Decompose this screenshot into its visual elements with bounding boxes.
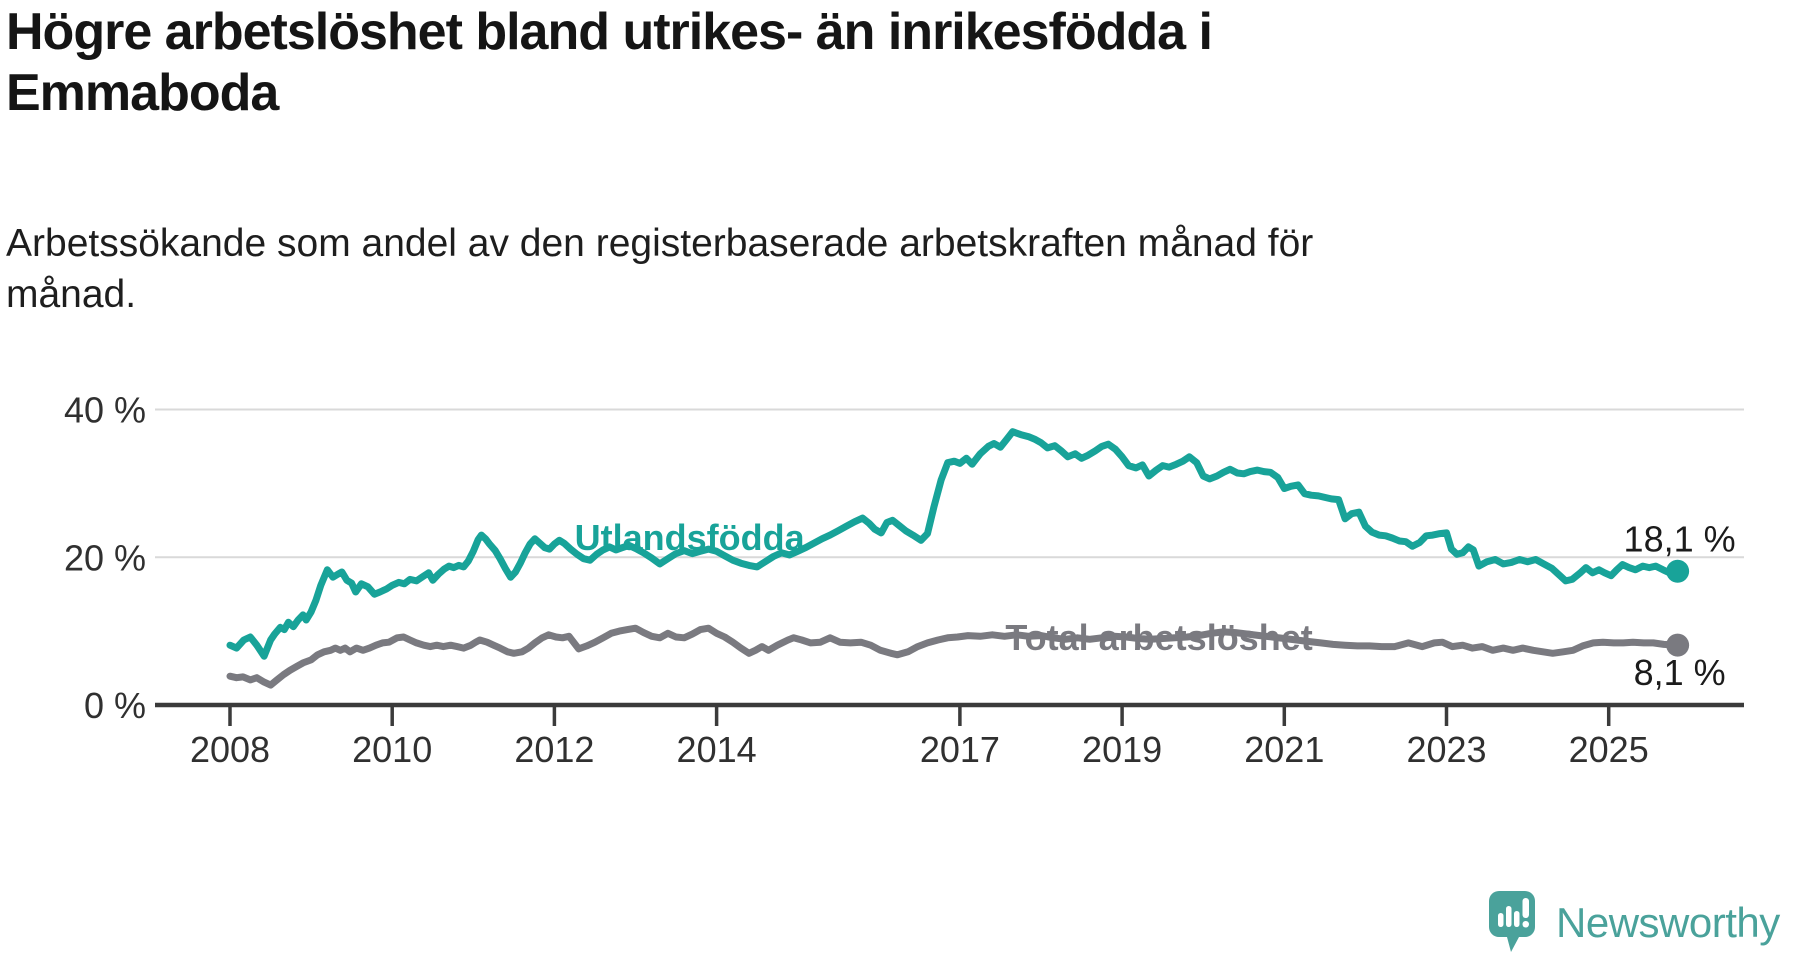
y-tick-label-40: 40 % bbox=[64, 390, 146, 431]
chart-subtitle: Arbetssökande som andel av den registerb… bbox=[6, 222, 1314, 317]
x-tick-label-2021: 2021 bbox=[1244, 729, 1324, 770]
series-line-total-arbetsl-shet bbox=[226, 624, 1682, 689]
x-tick-label-2025: 2025 bbox=[1569, 729, 1649, 770]
x-tick-label-2019: 2019 bbox=[1082, 729, 1162, 770]
chart-title: Högre arbetslöshet bland utrikes- än inr… bbox=[6, 3, 1213, 123]
x-tick-label-2010: 2010 bbox=[352, 729, 432, 770]
newsworthy-logo: Newsworthy bbox=[1489, 891, 1780, 952]
x-tick-label-2008: 2008 bbox=[190, 729, 270, 770]
series-label-utlandsf-dda: Utlandsfödda bbox=[575, 517, 806, 558]
x-tick-label-2023: 2023 bbox=[1406, 729, 1486, 770]
series-label-total-arbetsl-shet: Total arbetslöshet bbox=[1005, 617, 1312, 658]
y-tick-label-0: 0 % bbox=[84, 685, 146, 726]
newsworthy-speech-bubble-bar-chart-icon bbox=[1489, 891, 1535, 952]
series-end-value-total-arbetsl-shet: 8,1 % bbox=[1634, 652, 1726, 693]
y-tick-label-20: 20 % bbox=[64, 537, 146, 578]
x-tick-label-2017: 2017 bbox=[920, 729, 1000, 770]
newsworthy-logo-text: Newsworthy bbox=[1556, 899, 1780, 946]
series-end-value-utlandsf-dda: 18,1 % bbox=[1624, 518, 1736, 559]
x-tick-label-2014: 2014 bbox=[677, 729, 757, 770]
series-line-utlandsf-dda bbox=[226, 428, 1682, 660]
series-end-dot-total-arbetsl-shet bbox=[1666, 633, 1690, 657]
series-end-dot-utlandsf-dda bbox=[1666, 559, 1690, 583]
x-tick-label-2012: 2012 bbox=[514, 729, 594, 770]
